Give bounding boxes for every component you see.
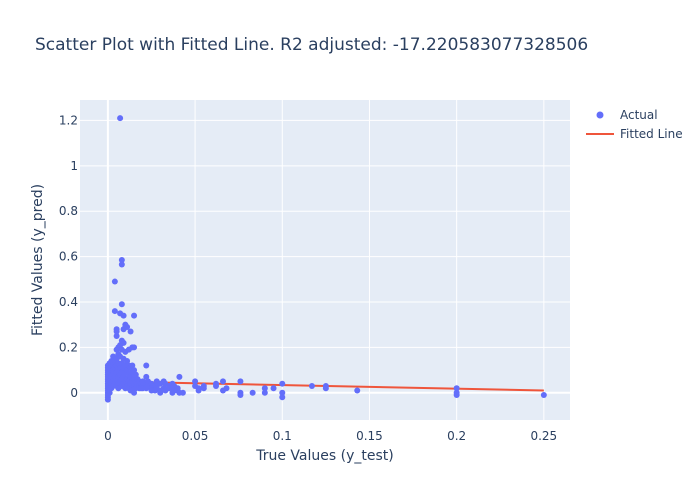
data-point[interactable] — [219, 378, 226, 385]
data-point[interactable] — [261, 389, 268, 396]
legend-marker-actual — [596, 111, 604, 119]
data-point[interactable] — [131, 389, 138, 396]
data-point[interactable] — [453, 392, 460, 399]
grid-lines — [80, 100, 570, 420]
data-point[interactable] — [249, 389, 256, 396]
data-point[interactable] — [261, 385, 268, 392]
data-point[interactable] — [200, 385, 207, 392]
data-point[interactable] — [120, 312, 127, 319]
legend-label-fitted-line: Fitted Line — [620, 127, 683, 141]
data-point[interactable] — [131, 344, 138, 351]
y-tick-label: 1 — [70, 159, 78, 173]
x-tick-label: 0.15 — [356, 429, 383, 443]
data-point[interactable] — [129, 362, 136, 369]
data-point[interactable] — [117, 115, 124, 122]
data-point[interactable] — [322, 385, 329, 392]
data-point[interactable] — [176, 373, 183, 380]
data-point[interactable] — [118, 257, 125, 263]
x-tick-label: 0.05 — [182, 429, 209, 443]
data-point[interactable] — [213, 382, 220, 389]
data-point[interactable] — [354, 387, 361, 394]
data-point[interactable] — [113, 333, 120, 340]
x-tick-label: 0.25 — [530, 429, 557, 443]
data-point[interactable] — [192, 378, 199, 385]
data-point[interactable] — [120, 339, 127, 346]
legend-item-actual[interactable]: Actual — [596, 108, 658, 122]
y-tick-label: 0.2 — [59, 340, 78, 354]
data-point[interactable] — [118, 301, 125, 308]
data-point[interactable] — [279, 380, 286, 387]
x-tick-label: 0 — [104, 429, 112, 443]
data-point[interactable] — [143, 373, 150, 380]
data-point[interactable] — [223, 385, 230, 392]
data-point[interactable] — [118, 261, 125, 268]
data-point[interactable] — [179, 389, 186, 396]
data-point[interactable] — [124, 357, 131, 364]
chart-title: Scatter Plot with Fitted Line. R2 adjust… — [35, 35, 588, 55]
x-axis-ticks: 0 0.05 0.1 0.15 0.2 0.25 — [104, 429, 557, 443]
data-point[interactable] — [453, 385, 460, 392]
y-tick-label: 0.8 — [59, 204, 78, 218]
data-point[interactable] — [127, 328, 134, 335]
data-point[interactable] — [124, 323, 131, 330]
data-point[interactable] — [195, 387, 202, 394]
legend-item-fitted-line[interactable]: Fitted Line — [586, 127, 683, 141]
data-point[interactable] — [540, 392, 547, 399]
y-tick-label: 0 — [70, 386, 78, 400]
y-tick-label: 0.4 — [59, 295, 78, 309]
data-point[interactable] — [279, 394, 286, 401]
data-point[interactable] — [131, 312, 138, 319]
data-point[interactable] — [131, 367, 138, 374]
data-point[interactable] — [106, 389, 113, 396]
data-point[interactable] — [111, 278, 118, 285]
y-tick-label: 0.6 — [59, 250, 78, 264]
y-axis-label: Fitted Values (y_pred) — [30, 184, 46, 336]
data-point[interactable] — [237, 392, 244, 399]
legend[interactable]: Actual Fitted Line — [586, 108, 683, 141]
data-point[interactable] — [270, 385, 277, 392]
legend-label-actual: Actual — [620, 108, 658, 122]
y-axis-ticks: 0 0.2 0.4 0.6 0.8 1 1.2 — [59, 113, 78, 399]
data-point[interactable] — [111, 308, 118, 315]
data-point[interactable] — [113, 328, 120, 335]
data-point[interactable] — [308, 382, 315, 389]
x-tick-label: 0.1 — [273, 429, 292, 443]
data-point[interactable] — [279, 389, 286, 396]
plot-area — [80, 100, 570, 420]
data-point[interactable] — [157, 389, 164, 396]
data-point[interactable] — [104, 396, 111, 403]
data-point[interactable] — [132, 371, 139, 378]
x-tick-label: 0.2 — [447, 429, 466, 443]
data-point[interactable] — [237, 378, 244, 385]
data-point[interactable] — [143, 362, 150, 369]
x-axis-label: True Values (y_test) — [255, 448, 393, 464]
actual-points-series — [104, 115, 547, 403]
y-tick-label: 1.2 — [59, 113, 78, 127]
